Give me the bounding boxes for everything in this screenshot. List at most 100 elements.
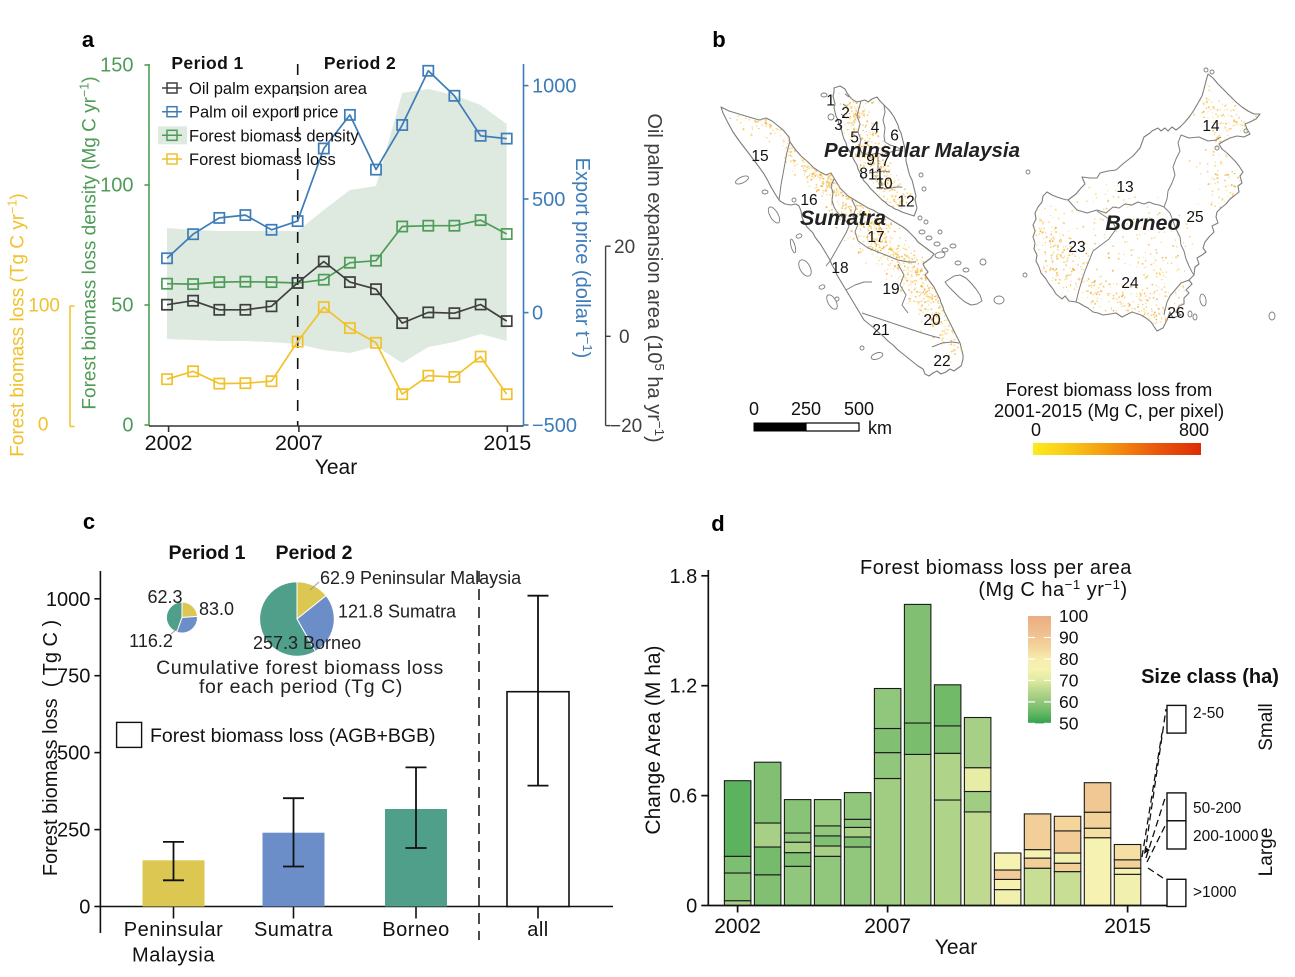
svg-text:2002: 2002: [145, 431, 193, 455]
svg-text:Period 2: Period 2: [324, 53, 396, 73]
svg-text:Oil palm expansion area (105 h: Oil palm expansion area (105 ha yr−1): [643, 113, 668, 442]
svg-text:0: 0: [1031, 420, 1041, 440]
svg-text:Sumatra: Sumatra: [254, 919, 333, 941]
svg-text:1: 1: [826, 93, 835, 110]
svg-text:a: a: [82, 27, 95, 52]
svg-text:Forest biomass loss per area: Forest biomass loss per area: [860, 557, 1132, 579]
svg-text:Borneo: Borneo: [382, 919, 450, 941]
svg-text:11: 11: [868, 167, 884, 184]
svg-text:3: 3: [834, 117, 843, 134]
svg-text:250: 250: [57, 820, 90, 842]
svg-text:50-200: 50-200: [1193, 800, 1242, 817]
svg-text:0: 0: [532, 303, 543, 325]
svg-text:19: 19: [882, 281, 899, 298]
svg-text:2: 2: [841, 105, 850, 122]
svg-text:Peninsular: Peninsular: [124, 919, 224, 941]
svg-text:(Mg C ha−1 yr−1): (Mg C ha−1 yr−1): [978, 577, 1127, 602]
svg-text:2007: 2007: [864, 915, 911, 938]
svg-text:Palm oil export price: Palm oil export price: [189, 104, 338, 122]
svg-text:10: 10: [875, 176, 893, 193]
svg-text:83.0: 83.0: [199, 599, 234, 619]
svg-text:km: km: [868, 418, 892, 438]
svg-text:22: 22: [933, 353, 950, 370]
svg-text:Forest biomass loss: Forest biomass loss: [189, 151, 336, 169]
svg-text:14: 14: [1202, 118, 1220, 135]
svg-text:Malaysia: Malaysia: [132, 945, 215, 967]
svg-text:Period 1: Period 1: [169, 542, 246, 564]
svg-text:Forest biomass density: Forest biomass density: [189, 127, 359, 145]
svg-text:50: 50: [1059, 713, 1079, 733]
svg-text:Year: Year: [935, 936, 977, 959]
svg-text:Large: Large: [1256, 828, 1277, 877]
svg-text:250: 250: [791, 399, 821, 419]
svg-text:100: 100: [28, 296, 60, 317]
svg-text:23: 23: [1068, 239, 1085, 256]
svg-text:60: 60: [1059, 692, 1079, 712]
svg-text:90: 90: [1059, 628, 1079, 648]
svg-text:62.3: 62.3: [147, 587, 182, 607]
svg-text:Year: Year: [315, 456, 357, 479]
svg-text:13: 13: [1116, 179, 1133, 196]
svg-text:Forest biomass loss density (M: Forest biomass loss density (Mg C yr−1): [78, 76, 101, 409]
svg-text:62.9 Peninsular Malaysia: 62.9 Peninsular Malaysia: [320, 568, 522, 588]
svg-text:25: 25: [1186, 209, 1203, 226]
svg-text:257.3 Borneo: 257.3 Borneo: [253, 633, 361, 653]
svg-text:2015: 2015: [483, 431, 531, 455]
svg-text:Peninsular Malaysia: Peninsular Malaysia: [824, 139, 1020, 162]
svg-text:for each period (Tg C): for each period (Tg C): [199, 676, 403, 698]
svg-text:20: 20: [614, 237, 635, 258]
svg-text:Sumatra: Sumatra: [800, 206, 886, 230]
svg-text:116.2: 116.2: [129, 631, 173, 651]
svg-text:24: 24: [1121, 275, 1139, 292]
svg-text:100: 100: [1059, 606, 1088, 626]
svg-text:Change Area (M ha): Change Area (M ha): [642, 645, 665, 834]
svg-text:2001-2015 (Mg C, per pixel): 2001-2015 (Mg C, per pixel): [994, 400, 1224, 421]
svg-text:−500: −500: [532, 415, 577, 437]
svg-text:17: 17: [867, 229, 884, 246]
svg-text:Export price (dollar t−1): Export price (dollar t−1): [571, 158, 596, 359]
svg-text:2007: 2007: [275, 431, 323, 455]
svg-text:0: 0: [749, 399, 759, 419]
svg-text:2-50: 2-50: [1193, 705, 1224, 722]
svg-text:b: b: [712, 27, 725, 52]
svg-text:5: 5: [850, 130, 859, 147]
svg-text:−20: −20: [610, 416, 642, 437]
svg-text:1.2: 1.2: [669, 676, 697, 698]
svg-text:all: all: [527, 919, 549, 941]
svg-text:7: 7: [881, 153, 890, 170]
svg-text:150: 150: [100, 55, 133, 77]
svg-text:c: c: [83, 509, 95, 534]
svg-text:>1000: >1000: [1193, 884, 1237, 901]
svg-text:15: 15: [751, 148, 768, 165]
svg-text:16: 16: [800, 192, 817, 209]
svg-text:0: 0: [619, 327, 630, 348]
svg-text:1000: 1000: [532, 76, 577, 98]
svg-text:200-1000: 200-1000: [1193, 828, 1259, 845]
svg-text:70: 70: [1059, 670, 1079, 690]
svg-text:800: 800: [1179, 420, 1209, 440]
svg-text:500: 500: [844, 399, 874, 419]
svg-text:80: 80: [1059, 649, 1079, 669]
svg-text:Forest biomass loss (Tg C yr−1: Forest biomass loss (Tg C yr−1): [6, 193, 29, 456]
svg-text:0: 0: [38, 415, 49, 436]
svg-text:50: 50: [111, 295, 133, 317]
svg-text:0: 0: [122, 415, 133, 437]
svg-text:Forest biomass loss (AGB+BGB): Forest biomass loss (AGB+BGB): [150, 725, 436, 747]
svg-text:500: 500: [57, 743, 90, 765]
svg-text:Period 2: Period 2: [276, 542, 353, 564]
svg-text:2015: 2015: [1104, 915, 1151, 938]
svg-text:18: 18: [831, 260, 848, 277]
svg-text:Borneo: Borneo: [1105, 211, 1180, 235]
svg-text:0.6: 0.6: [669, 786, 697, 808]
svg-text:20: 20: [923, 312, 941, 329]
svg-text:26: 26: [1167, 305, 1184, 322]
svg-text:4: 4: [871, 120, 880, 137]
svg-text:121.8 Sumatra: 121.8 Sumatra: [338, 602, 457, 622]
svg-text:2002: 2002: [714, 915, 761, 938]
svg-text:1.8: 1.8: [669, 566, 697, 588]
svg-text:21: 21: [872, 322, 889, 339]
svg-text:d: d: [711, 511, 724, 536]
svg-text:100: 100: [100, 175, 133, 197]
svg-text:Cumulative forest biomass loss: Cumulative forest biomass loss: [156, 657, 444, 679]
svg-text:Size class (ha): Size class (ha): [1141, 666, 1279, 688]
